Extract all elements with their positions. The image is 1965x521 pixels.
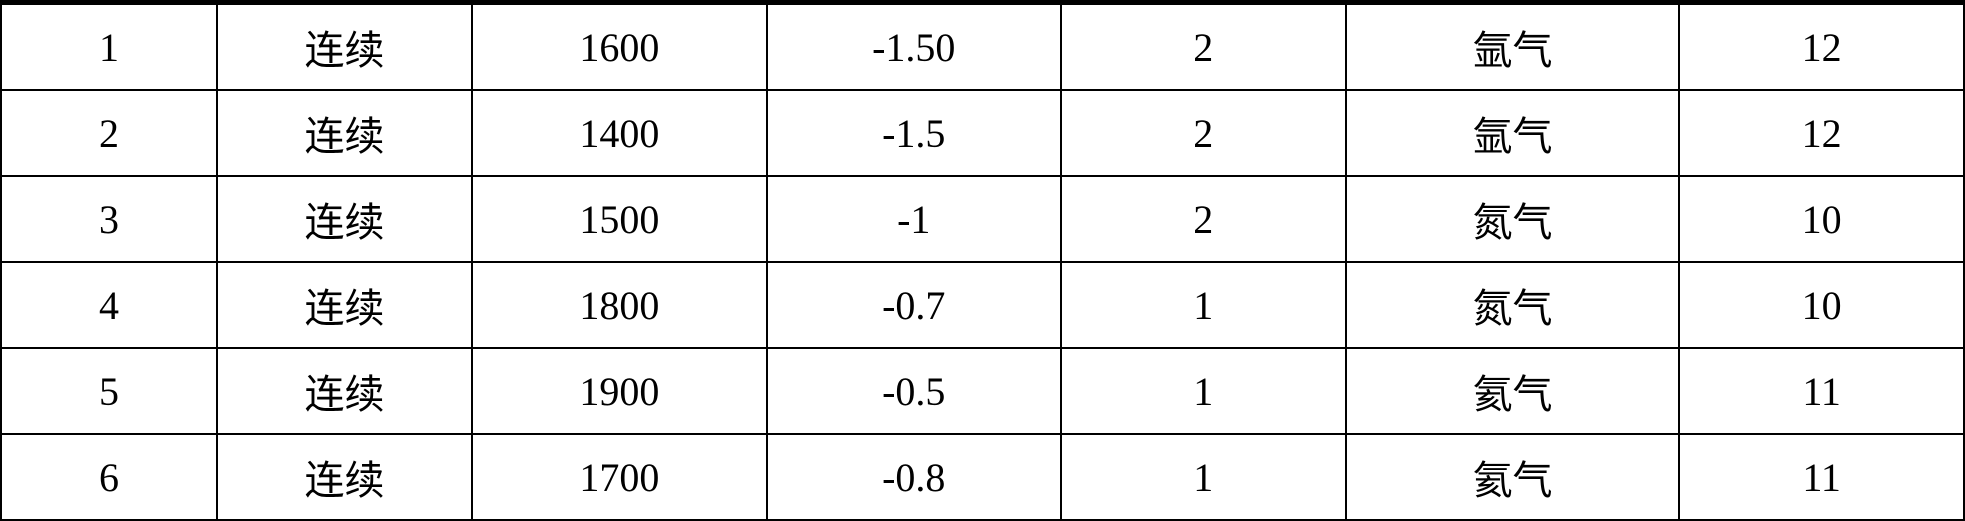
cell-value-c: 1: [1061, 348, 1346, 434]
cell-value-d: 11: [1679, 348, 1964, 434]
cell-value-c: 2: [1061, 4, 1346, 90]
cell-mode: 连续: [217, 4, 472, 90]
cell-mode: 连续: [217, 262, 472, 348]
cell-gas: 氮气: [1346, 262, 1680, 348]
cell-value-a: 1400: [472, 90, 766, 176]
cell-gas: 氩气: [1346, 90, 1680, 176]
cell-index: 3: [1, 176, 217, 262]
cell-value-d: 11: [1679, 434, 1964, 520]
cell-gas: 氦气: [1346, 348, 1680, 434]
cell-value-d: 10: [1679, 176, 1964, 262]
cell-value-c: 2: [1061, 90, 1346, 176]
cell-mode: 连续: [217, 90, 472, 176]
table-row: 4 连续 1800 -0.7 1 氮气 10: [1, 262, 1964, 348]
cell-index: 5: [1, 348, 217, 434]
cell-index: 1: [1, 4, 217, 90]
cell-value-c: 2: [1061, 176, 1346, 262]
cell-value-a: 1900: [472, 348, 766, 434]
cell-value-b: -1: [767, 176, 1061, 262]
cell-gas: 氦气: [1346, 434, 1680, 520]
cell-gas: 氮气: [1346, 176, 1680, 262]
cell-value-b: -0.5: [767, 348, 1061, 434]
cell-mode: 连续: [217, 176, 472, 262]
cell-value-c: 1: [1061, 262, 1346, 348]
table-row: 3 连续 1500 -1 2 氮气 10: [1, 176, 1964, 262]
cell-value-b: -1.5: [767, 90, 1061, 176]
table-row: 2 连续 1400 -1.5 2 氩气 12: [1, 90, 1964, 176]
cell-gas: 氩气: [1346, 4, 1680, 90]
cell-index: 2: [1, 90, 217, 176]
cell-mode: 连续: [217, 348, 472, 434]
cell-value-a: 1700: [472, 434, 766, 520]
cell-value-a: 1500: [472, 176, 766, 262]
cell-value-d: 12: [1679, 4, 1964, 90]
cell-value-d: 10: [1679, 262, 1964, 348]
cell-value-b: -0.7: [767, 262, 1061, 348]
cell-value-a: 1600: [472, 4, 766, 90]
cell-index: 4: [1, 262, 217, 348]
cell-value-c: 1: [1061, 434, 1346, 520]
table-row: 6 连续 1700 -0.8 1 氦气 11: [1, 434, 1964, 520]
table-body: 1 连续 1600 -1.50 2 氩气 12 2 连续 1400 -1.5 2…: [1, 4, 1964, 520]
cell-index: 6: [1, 434, 217, 520]
cell-value-a: 1800: [472, 262, 766, 348]
table-row: 5 连续 1900 -0.5 1 氦气 11: [1, 348, 1964, 434]
data-table: 1 连续 1600 -1.50 2 氩气 12 2 连续 1400 -1.5 2…: [0, 3, 1965, 521]
table-row: 1 连续 1600 -1.50 2 氩气 12: [1, 4, 1964, 90]
table-container: 1 连续 1600 -1.50 2 氩气 12 2 连续 1400 -1.5 2…: [0, 0, 1965, 521]
cell-mode: 连续: [217, 434, 472, 520]
cell-value-b: -1.50: [767, 4, 1061, 90]
cell-value-d: 12: [1679, 90, 1964, 176]
cell-value-b: -0.8: [767, 434, 1061, 520]
